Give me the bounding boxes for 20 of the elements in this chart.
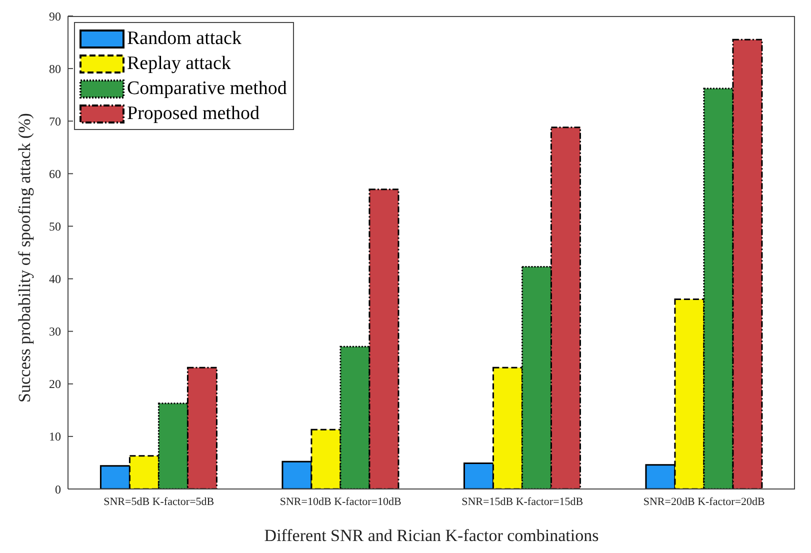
y-tick-label: 0 <box>55 482 61 496</box>
y-tick-label: 60 <box>49 166 61 181</box>
legend-label: Replay attack <box>127 52 231 76</box>
y-tick-label: 70 <box>49 114 61 128</box>
y-tick-label: 50 <box>49 219 61 234</box>
y-tick-label: 20 <box>49 377 61 392</box>
y-axis-title: Success probability of spoofing attack (%) <box>15 113 34 402</box>
y-tick-label: 80 <box>49 62 61 76</box>
legend-label: Proposed method <box>127 102 260 126</box>
x-tick-label: SNR=10dB K-factor=10dB <box>280 496 402 508</box>
y-tick-label: 90 <box>49 9 61 24</box>
x-tick-label: SNR=15dB K-factor=15dB <box>462 496 584 508</box>
x-axis-title: Different SNR and Rician K-factor combinations <box>264 526 599 545</box>
y-tick-label: 40 <box>49 272 61 286</box>
y-tick-label: 10 <box>49 430 61 444</box>
x-tick-label: SNR=5dB K-factor=5dB <box>104 496 214 508</box>
y-tick-label: 30 <box>49 324 61 339</box>
x-tick-label: SNR=20dB K-factor=20dB <box>643 496 765 508</box>
legend-label: Random attack <box>127 27 242 51</box>
legend-label: Comparative method <box>127 77 287 101</box>
